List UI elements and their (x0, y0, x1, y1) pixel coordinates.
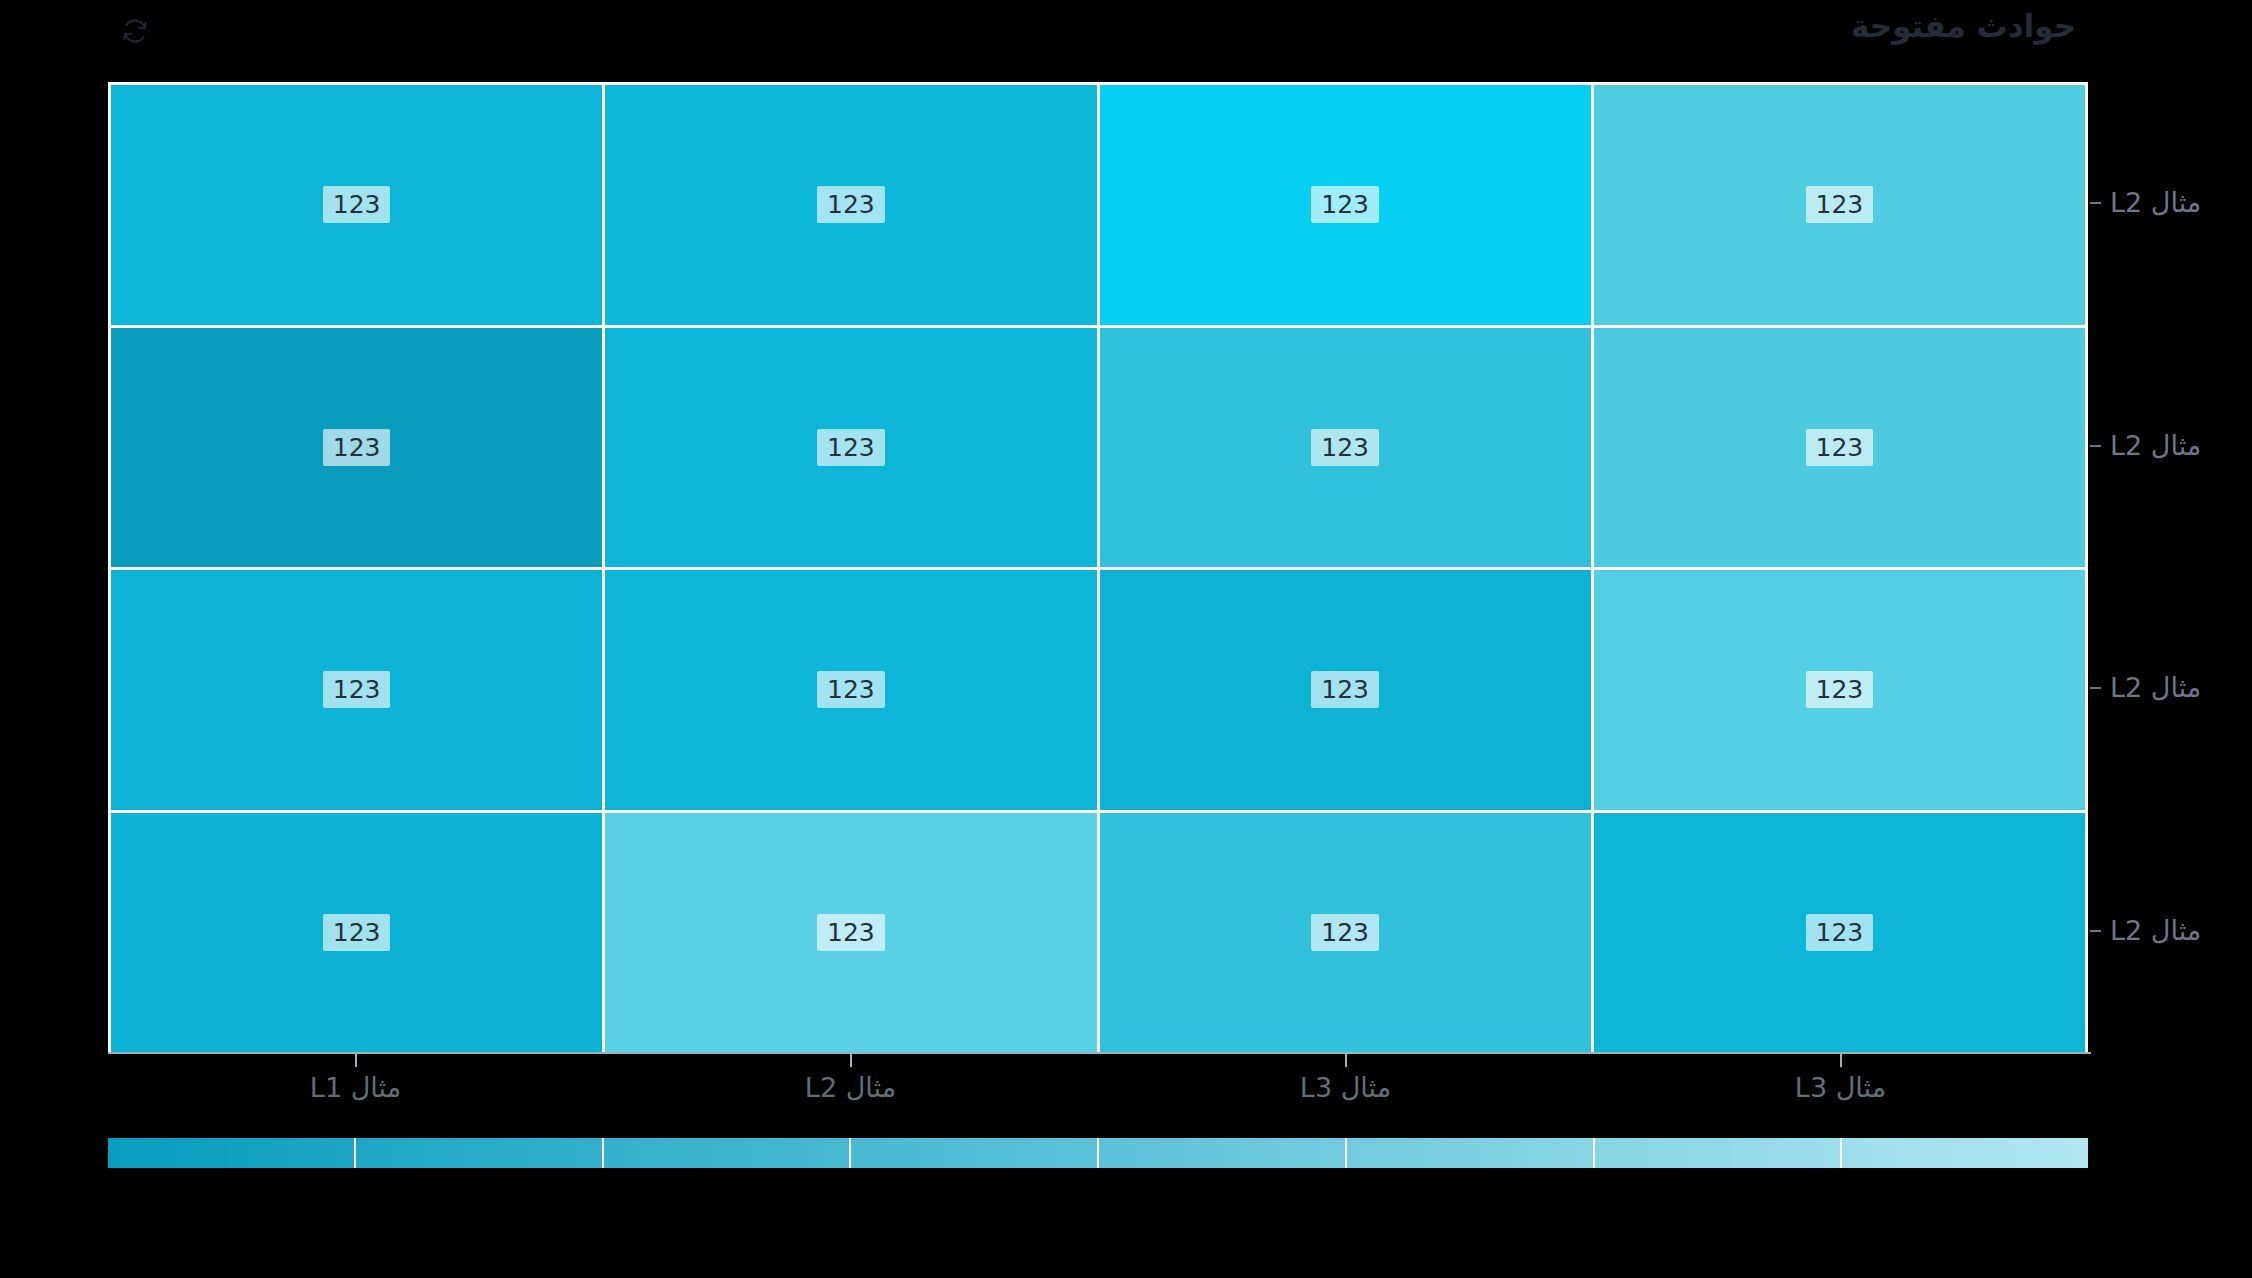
x-axis-tick (1840, 1054, 1842, 1067)
colorbar-segment-5[interactable] (1097, 1138, 1345, 1168)
x-axis: مثال L1 مثال L2 مثال L3 مثال L3 (108, 1054, 2088, 1124)
chart-title: حوادث مفتوحة (1851, 8, 2076, 44)
heatmap-cell-r4-c2[interactable]: 123 (605, 813, 1096, 1053)
x-axis-label: مثال L3 (1795, 1072, 1886, 1103)
x-axis-label: مثال L1 (310, 1072, 401, 1103)
y-axis: مثال L2 مثال L2 مثال L2 مثال L2 (2088, 82, 2252, 1052)
y-axis-tick (2090, 930, 2101, 932)
heatmap-cell-r1-c4[interactable]: 123 (1594, 85, 2085, 325)
x-axis-tick (1345, 1054, 1347, 1067)
cell-value-label: 123 (817, 186, 885, 223)
y-axis-tick (2090, 202, 2101, 204)
cell-value-label: 123 (323, 914, 391, 951)
dashboard-panel: حوادث مفتوحة 123123123123123123123123123… (0, 0, 2252, 1278)
cell-value-label: 123 (1311, 429, 1379, 466)
cell-value-label: 123 (1806, 429, 1874, 466)
x-axis-label: مثال L3 (1300, 1072, 1391, 1103)
heatmap-cell-r1-c3[interactable]: 123 (1100, 85, 1591, 325)
cell-value-label: 123 (1311, 914, 1379, 951)
heatmap-cell-r4-c1[interactable]: 123 (111, 813, 602, 1053)
x-axis-label: مثال L2 (805, 1072, 896, 1103)
heatmap-cell-r2-c2[interactable]: 123 (605, 328, 1096, 568)
colorbar-segment-8[interactable] (1840, 1138, 2088, 1168)
heatmap-cell-r3-c4[interactable]: 123 (1594, 570, 2085, 810)
heatmap-cell-r4-c3[interactable]: 123 (1100, 813, 1591, 1053)
cell-value-label: 123 (1311, 186, 1379, 223)
heatmap-cell-r3-c2[interactable]: 123 (605, 570, 1096, 810)
refresh-icon-svg (120, 16, 150, 46)
heatmap-cell-r4-c4[interactable]: 123 (1594, 813, 2085, 1053)
colorbar-segment-3[interactable] (602, 1138, 850, 1168)
cell-value-label: 123 (1806, 914, 1874, 951)
colorbar-legend (108, 1138, 2088, 1168)
cell-value-label: 123 (1806, 186, 1874, 223)
refresh-icon (120, 16, 154, 46)
heatmap-grid: 123 123 123 123 123 123 123 123 123 123 123 123 123 1… (108, 82, 2088, 1052)
colorbar-segment-4[interactable] (849, 1138, 1097, 1168)
y-axis-label: مثال L2 (2110, 430, 2201, 461)
heatmap-cell-r2-c1[interactable]: 123 (111, 328, 602, 568)
cell-value-label: 123 (323, 671, 391, 708)
y-axis-tick (2090, 445, 2101, 447)
heatmap-cell-r2-c4[interactable]: 123 (1594, 328, 2085, 568)
cell-value-label: 123 (323, 429, 391, 466)
cell-value-label: 123 (1311, 671, 1379, 708)
y-axis-label: مثال L2 (2110, 672, 2201, 703)
heatmap-cell-r3-c3[interactable]: 123 (1100, 570, 1591, 810)
cell-value-label: 123 (323, 186, 391, 223)
refresh-button[interactable] (118, 12, 156, 50)
colorbar-segment-6[interactable] (1345, 1138, 1593, 1168)
cell-value-label: 123 (817, 429, 885, 466)
colorbar-segment-1[interactable] (108, 1138, 354, 1168)
colorbar-segment-7[interactable] (1593, 1138, 1841, 1168)
colorbar-segment-2[interactable] (354, 1138, 602, 1168)
heatmap-cell-r1-c2[interactable]: 123 (605, 85, 1096, 325)
y-axis-label: مثال L2 (2110, 187, 2201, 218)
heatmap-cell-r1-c1[interactable]: 123 (111, 85, 602, 325)
x-axis-tick (850, 1054, 852, 1067)
y-axis-label: مثال L2 (2110, 915, 2201, 946)
cell-value-label: 123 (817, 914, 885, 951)
cell-value-label: 123 (817, 671, 885, 708)
cell-value-label: 123 (1806, 671, 1874, 708)
heatmap-cell-r3-c1[interactable]: 123 (111, 570, 602, 810)
heatmap-cell-r2-c3[interactable]: 123 (1100, 328, 1591, 568)
x-axis-tick (355, 1054, 357, 1067)
y-axis-tick (2090, 687, 2101, 689)
